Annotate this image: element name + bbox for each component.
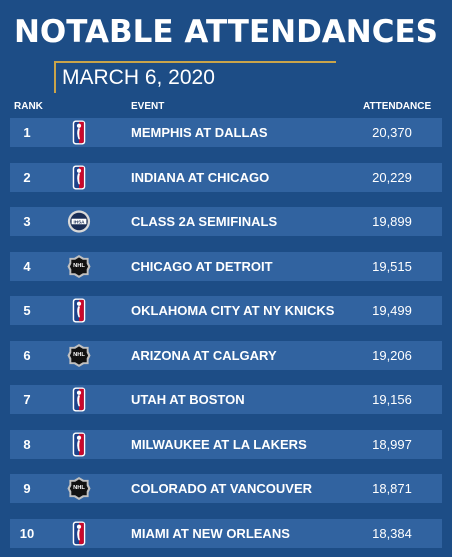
date-label: MARCH 6, 2020 [62,66,215,89]
nhl-logo-icon: NHL [67,476,91,501]
page-title: NOTABLE ATTENDANCES [13,14,438,50]
event-cell: ARIZONA AT CALGARY [131,348,277,363]
rank-cell: 1 [23,125,31,140]
attendance-cell: 19,499 [372,303,412,318]
event-cell: UTAH AT BOSTON [131,392,245,407]
event-cell: MIAMI AT NEW ORLEANS [131,526,290,541]
rank-cell: 7 [23,392,31,407]
ihsa-logo-icon: IHSA [67,209,91,234]
table-row: 4 NHL CHICAGO AT DETROIT 19,515 [10,252,442,281]
rank-cell: 4 [23,259,31,274]
date-frame [54,61,336,93]
event-cell: CLASS 2A SEMIFINALS [131,214,278,229]
rank-cell: 6 [23,348,31,363]
attendance-cell: 18,871 [372,481,412,496]
event-cell: MEMPHIS AT DALLAS [131,125,268,140]
attendance-column-header: ATTENDANCE [363,101,432,112]
nhl-logo-icon: NHL [67,343,91,368]
table-row: 6 NHL ARIZONA AT CALGARY 19,206 [10,341,442,370]
nba-logo-icon [67,120,91,145]
event-cell: CHICAGO AT DETROIT [131,259,273,274]
table-row: 8 MILWAUKEE AT LA LAKERS 18,997 [10,430,442,459]
nba-logo-icon [67,165,91,190]
svg-text:NHL: NHL [73,352,85,358]
event-cell: INDIANA AT CHICAGO [131,170,270,185]
table-row: 1 MEMPHIS AT DALLAS 20,370 [10,118,442,147]
event-column-header: EVENT [131,101,165,112]
attendance-cell: 19,156 [372,392,412,407]
rank-cell: 10 [19,526,35,541]
table-row: 10 MIAMI AT NEW ORLEANS 18,384 [10,519,442,548]
nba-logo-icon [67,387,91,412]
event-cell: COLORADO AT VANCOUVER [131,481,313,496]
svg-text:NHL: NHL [73,263,85,269]
attendance-cell: 19,206 [372,348,412,363]
rank-cell: 3 [23,214,31,229]
nba-logo-icon [67,298,91,323]
svg-text:NHL: NHL [73,485,85,491]
event-cell: MILWAUKEE AT LA LAKERS [131,437,307,452]
rank-cell: 5 [23,303,31,318]
rank-cell: 2 [23,170,31,185]
rank-cell: 8 [23,437,31,452]
nhl-logo-icon: NHL [67,254,91,279]
attendance-cell: 19,515 [372,259,412,274]
table-row: 5 OKLAHOMA CITY AT NY KNICKS 19,499 [10,296,442,325]
rank-column-header: RANK [14,101,43,112]
attendance-cell: 18,997 [372,437,412,452]
event-cell: OKLAHOMA CITY AT NY KNICKS [131,303,335,318]
nba-logo-icon [67,432,91,457]
attendance-cell: 20,370 [372,125,412,140]
table-row: 3 IHSA CLASS 2A SEMIFINALS 19,899 [10,207,442,236]
rank-cell: 9 [23,481,31,496]
attendance-cell: 19,899 [372,214,412,229]
attendance-cell: 20,229 [372,170,412,185]
table-row: 7 UTAH AT BOSTON 19,156 [10,385,442,414]
table-row: 9 NHL COLORADO AT VANCOUVER 18,871 [10,474,442,503]
nba-logo-icon [67,521,91,546]
attendance-cell: 18,384 [372,526,412,541]
svg-text:IHSA: IHSA [73,219,85,224]
table-row: 2 INDIANA AT CHICAGO 20,229 [10,163,442,192]
